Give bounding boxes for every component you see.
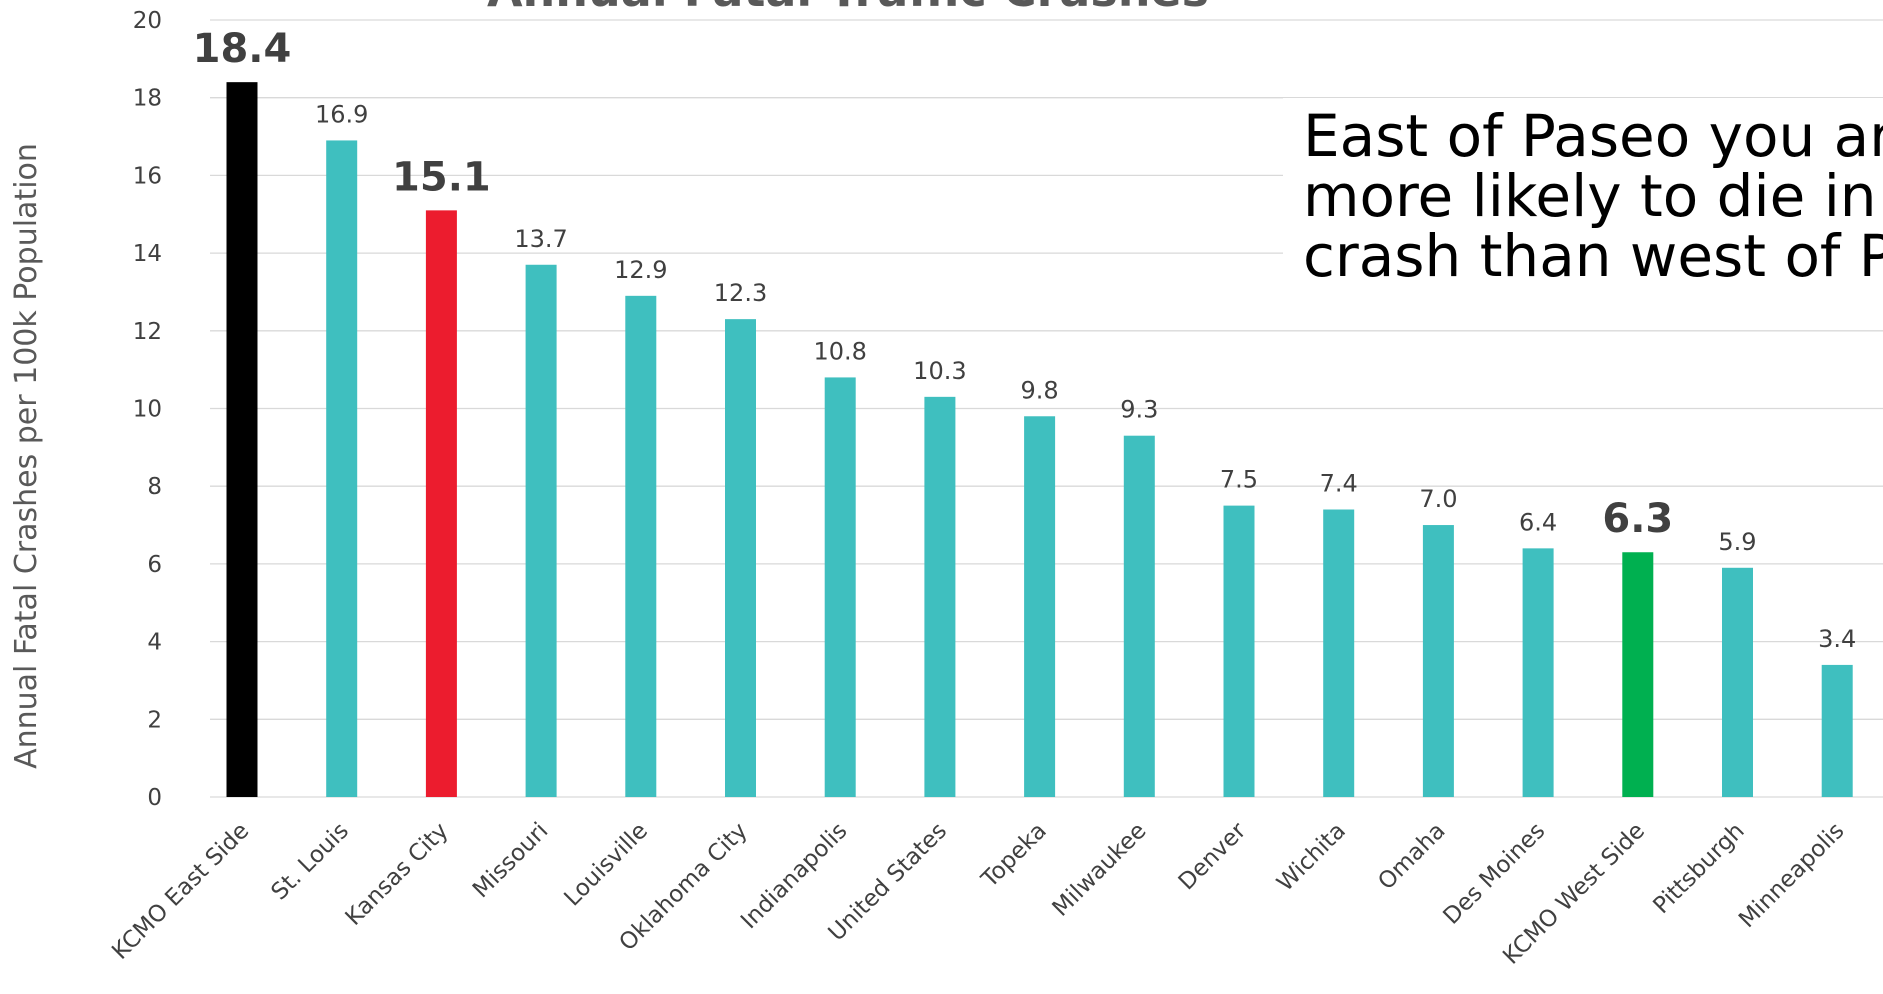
y-axis-label: Annual Fatal Crashes per 100k Population xyxy=(9,143,44,769)
x-tick-label: Des Moines xyxy=(1438,818,1550,930)
bar-omaha xyxy=(1422,525,1454,797)
x-tick-label: Kansas City xyxy=(341,818,454,931)
x-tick-label: Louisville xyxy=(559,818,653,912)
y-tick-label: 12 xyxy=(133,319,162,345)
data-label: 18.4 xyxy=(193,26,292,72)
x-tick-label: Topeka xyxy=(976,818,1052,894)
y-tick-label: 6 xyxy=(147,552,162,578)
annotation-line-1: East of Paseo you are xyxy=(1303,102,1883,170)
data-label: 6.4 xyxy=(1519,508,1557,536)
x-tick-label: KCMO East Side xyxy=(107,818,254,965)
x-tick-label: St. Louis xyxy=(266,818,353,905)
data-label: 9.3 xyxy=(1120,396,1158,424)
y-tick-label: 18 xyxy=(133,86,162,112)
bar-minneapolis xyxy=(1821,664,1853,797)
bar-kcmo-east-side xyxy=(226,82,258,797)
bar-denver xyxy=(1223,505,1255,797)
bar-wichita xyxy=(1323,509,1355,797)
bar-topeka xyxy=(1024,416,1056,797)
data-label: 10.3 xyxy=(913,357,966,385)
bar-missouri xyxy=(525,264,557,797)
bar-milwaukee xyxy=(1123,435,1155,797)
y-tick-label: 10 xyxy=(133,397,162,423)
annotation-line-3: crash than west of Paseo xyxy=(1303,222,1883,290)
data-label: 16.9 xyxy=(315,100,368,128)
y-tick-label: 20 xyxy=(133,8,162,34)
x-tick-label: Minneapolis xyxy=(1734,818,1849,933)
x-tick-label: Pittsburgh xyxy=(1648,818,1749,919)
bar-kcmo-west-side xyxy=(1622,552,1654,797)
y-tick-label: 14 xyxy=(133,241,162,267)
data-label: 15.1 xyxy=(392,154,491,200)
data-label: 7.4 xyxy=(1320,470,1358,498)
data-label: 7.5 xyxy=(1220,466,1258,494)
bar-pittsburgh xyxy=(1722,567,1753,797)
y-axis-ticks: 0 2 4 6 8 10 12 14 16 18 20 xyxy=(133,8,162,811)
x-tick-label: Denver xyxy=(1174,817,1252,895)
bar-united-states xyxy=(924,396,956,797)
annotation-line-2: more likely to die in a xyxy=(1303,162,1883,230)
chart-title: Annual Fatal Traffic Crashes xyxy=(487,0,1209,17)
x-tick-label: Missouri xyxy=(468,818,553,903)
data-label: 7.0 xyxy=(1419,485,1457,513)
y-tick-label: 16 xyxy=(133,163,162,189)
y-tick-label: 8 xyxy=(147,474,162,500)
y-tick-label: 0 xyxy=(147,785,162,811)
y-tick-label: 2 xyxy=(147,707,162,733)
x-tick-label: Omaha xyxy=(1373,818,1450,895)
bar-des-moines xyxy=(1522,548,1554,797)
data-label: 10.8 xyxy=(813,337,866,365)
bar-louisville xyxy=(625,295,657,797)
data-labels: 18.4 16.9 15.1 13.7 12.9 12.3 10.8 10.3 9.8 9.3 7.… xyxy=(193,26,1857,653)
data-label: 13.7 xyxy=(514,225,567,253)
annotation-background xyxy=(1283,98,1883,296)
data-label: 12.3 xyxy=(714,279,767,307)
data-label: 3.4 xyxy=(1818,625,1856,653)
bar-indianapolis xyxy=(824,377,856,797)
data-label: 5.9 xyxy=(1718,528,1756,556)
x-tick-label: Wichita xyxy=(1272,818,1351,897)
bar-st-louis xyxy=(326,140,358,797)
data-label: 12.9 xyxy=(614,256,667,284)
data-label: 6.3 xyxy=(1602,496,1673,542)
x-tick-label: Milwaukee xyxy=(1048,818,1152,922)
bars xyxy=(226,82,1853,798)
bar-oklahoma-city xyxy=(725,319,756,797)
data-label: 9.8 xyxy=(1021,376,1059,404)
y-tick-label: 4 xyxy=(147,630,162,656)
bar-kansas-city xyxy=(425,210,457,798)
